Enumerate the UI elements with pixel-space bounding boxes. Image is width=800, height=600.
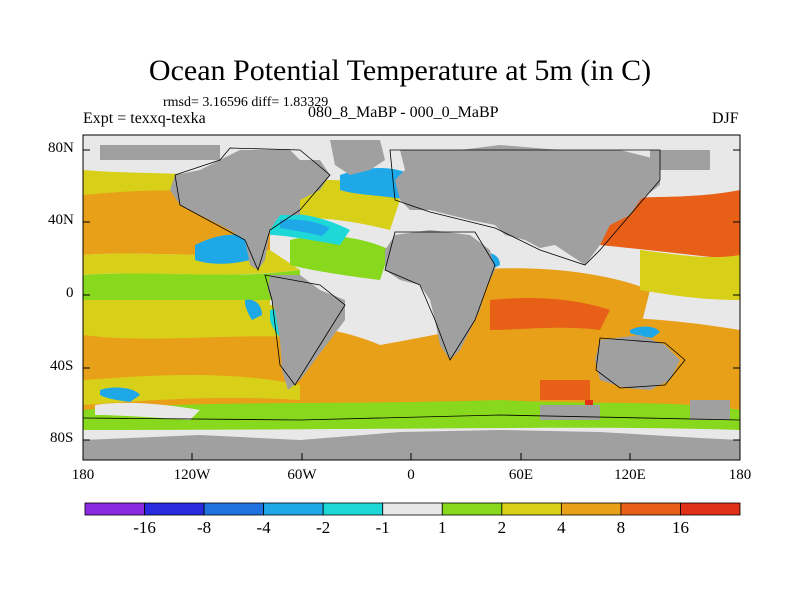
colorbar-swatch: [263, 502, 324, 516]
map-field: [83, 135, 740, 460]
colorbar-label: 2: [497, 518, 507, 537]
colorbar-swatch: [144, 502, 205, 516]
colorbar-label: 4: [557, 518, 566, 537]
colorbar-label: -16: [133, 518, 156, 537]
season-label: DJF: [712, 110, 739, 127]
lon-label: 180: [728, 467, 752, 483]
colorbar-swatch: [501, 502, 562, 516]
lon-label: 60W: [287, 467, 317, 483]
lat-label: 40N: [48, 212, 74, 228]
colorbar-label: -2: [316, 518, 331, 537]
colorbar-swatch: [560, 502, 622, 516]
lat-label: 0: [66, 285, 74, 301]
colorbar-swatch: [441, 502, 503, 516]
colorbar-swatch: [84, 502, 145, 516]
coastlines: [83, 147, 740, 421]
land-mask: [83, 140, 740, 460]
tick-marks: [82, 149, 741, 460]
lon-label: 60E: [508, 467, 534, 483]
experiment-label: Expt = texxq-texka: [83, 110, 206, 127]
colorbar: [84, 502, 741, 516]
lat-label: 80N: [48, 140, 74, 156]
stats-line: rmsd= 3.16596 diff= 1.83329: [163, 95, 329, 110]
colorbar-label: 16: [671, 518, 689, 537]
colorbar-label: 1: [438, 518, 447, 537]
southern-yellow-band: [83, 297, 330, 340]
colorbar-swatch: [203, 502, 265, 516]
colorbar-swatch: [620, 502, 681, 516]
lon-label: 180: [71, 467, 95, 483]
colorbar-label: 8: [616, 518, 626, 537]
lat-label: 40S: [50, 358, 74, 374]
lon-label: 120E: [614, 467, 646, 483]
chart-title: Ocean Potential Temperature at 5m (in C): [148, 54, 652, 87]
colorbar-swatch: [382, 502, 443, 516]
lat-label: 80S: [50, 430, 74, 446]
difference-label: 080_8_MaBP - 000_0_MaBP: [308, 104, 499, 121]
colorbar-label: -4: [256, 518, 271, 537]
colorbar-swatch: [322, 502, 384, 516]
lon-label: 120W: [173, 467, 211, 483]
colorbar-label: -1: [375, 518, 390, 537]
colorbar-swatch: [680, 502, 741, 516]
lon-label: 0: [407, 467, 415, 483]
colorbar-label: -8: [196, 518, 212, 537]
